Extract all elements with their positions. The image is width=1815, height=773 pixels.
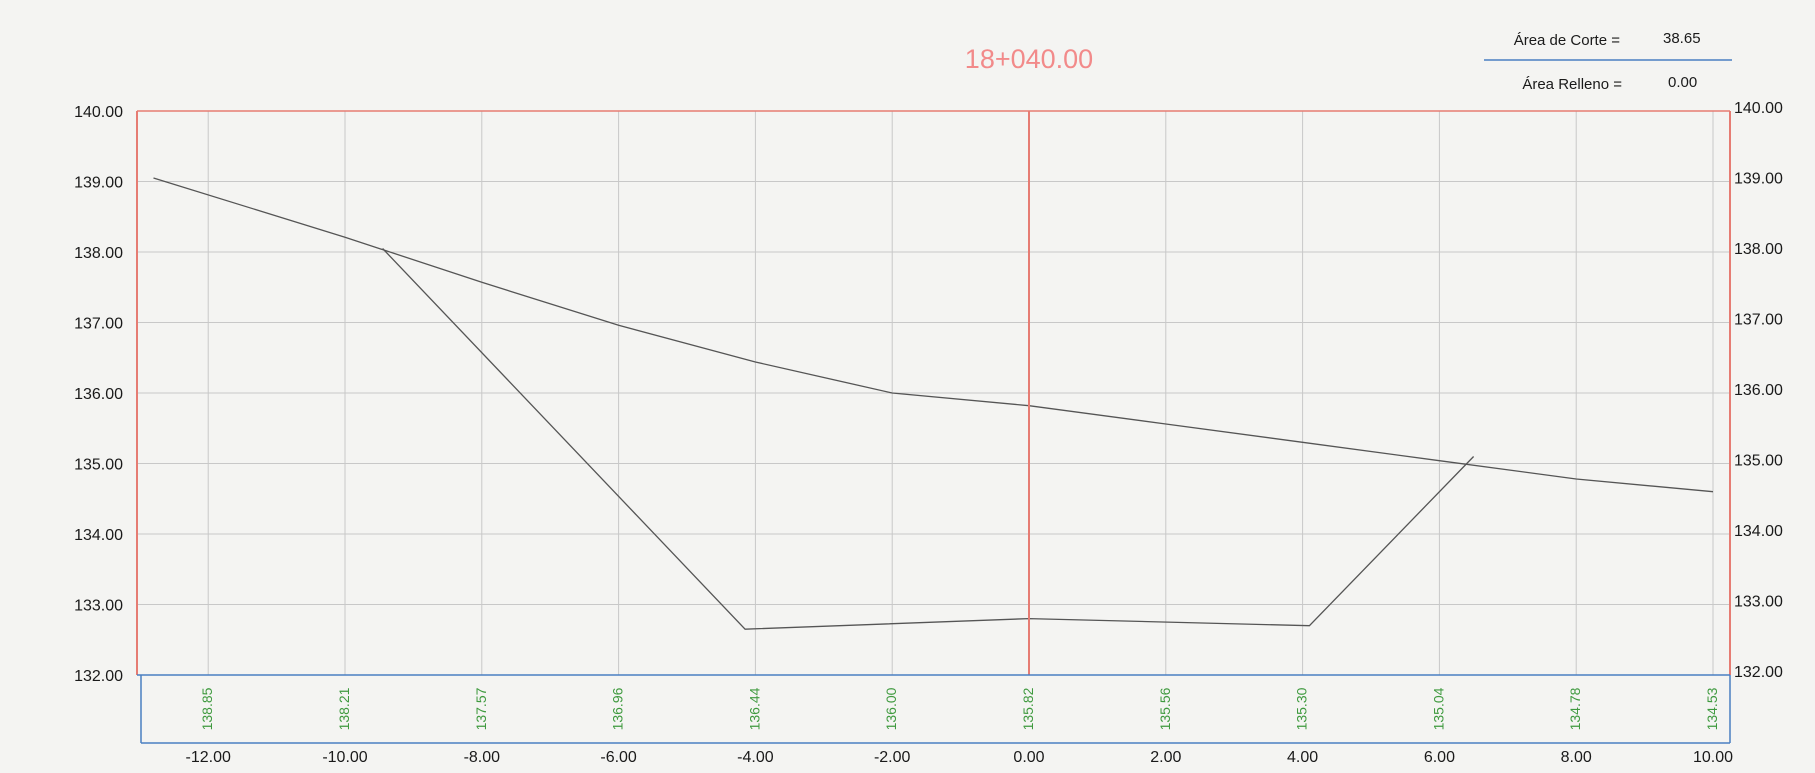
x-tick-label: 0.00	[1013, 749, 1044, 766]
cut-area-value: 38.65	[1663, 30, 1701, 47]
y-tick-label-left: 139.00	[74, 175, 123, 192]
x-tick-label: -4.00	[737, 749, 774, 766]
cut-area-label: Área de Corte =	[1514, 32, 1621, 49]
y-tick-label-left: 138.00	[74, 245, 123, 262]
y-tick-label-right: 135.00	[1734, 453, 1783, 470]
elevation-label: 136.44	[746, 687, 762, 730]
x-tick-label: 8.00	[1561, 749, 1592, 766]
elevation-label: 135.30	[1294, 687, 1310, 730]
elevation-label: 134.53	[1704, 687, 1720, 730]
elevation-label: 137.57	[473, 687, 489, 730]
x-axis: -12.00 -10.00 -8.00 -6.00 -4.00 -2.00 0.00 2.00…	[186, 749, 1734, 766]
area-info: Área de Corte = 38.65 Área Relleno = 0.0…	[1484, 30, 1732, 93]
y-tick-label-right: 133.00	[1734, 594, 1783, 611]
x-tick-label: -10.00	[322, 749, 367, 766]
y-axis-right: 132.00 133.00 134.00 135.00 136.00 137.00 138.…	[1734, 100, 1783, 681]
series-layer	[153, 177, 1714, 630]
y-tick-label-left: 133.00	[74, 598, 123, 615]
elevation-label: 138.21	[336, 687, 352, 730]
x-tick-label: 4.00	[1287, 749, 1318, 766]
y-tick-label-right: 134.00	[1734, 523, 1783, 540]
elevation-label: 135.56	[1157, 687, 1173, 730]
elevation-label: 138.85	[199, 687, 215, 730]
x-tick-label: -6.00	[600, 749, 637, 766]
x-tick-label: -2.00	[874, 749, 911, 766]
x-tick-label: 2.00	[1150, 749, 1181, 766]
elevation-label: 136.00	[883, 687, 899, 730]
chart-title: 18+040.00	[965, 44, 1093, 74]
grid	[137, 110, 1730, 676]
y-tick-label-left: 134.00	[74, 527, 123, 544]
x-tick-label: 6.00	[1424, 749, 1455, 766]
x-tick-label: -8.00	[464, 749, 501, 766]
x-tick-label: 10.00	[1693, 749, 1733, 766]
section-line	[382, 248, 1475, 630]
y-tick-label-right: 137.00	[1734, 312, 1783, 329]
y-tick-label-right: 139.00	[1734, 171, 1783, 188]
elevation-labels: 138.85 138.21 137.57 136.96 136.44 136.00 135.…	[199, 687, 1720, 730]
y-tick-label-right: 132.00	[1734, 664, 1783, 681]
y-tick-label-left: 136.00	[74, 386, 123, 403]
terrain-line	[153, 177, 1714, 493]
elevation-label: 135.04	[1430, 687, 1446, 730]
y-tick-label-left: 132.00	[74, 668, 123, 685]
elevation-label: 136.96	[610, 687, 626, 730]
y-tick-label-right: 136.00	[1734, 382, 1783, 399]
y-tick-label-right: 140.00	[1734, 100, 1783, 117]
y-tick-label-left: 140.00	[74, 104, 123, 121]
y-tick-label-right: 138.00	[1734, 241, 1783, 258]
fill-area-value: 0.00	[1668, 74, 1697, 91]
y-tick-label-left: 135.00	[74, 457, 123, 474]
elevation-label: 134.78	[1567, 687, 1583, 730]
y-tick-label-left: 137.00	[74, 316, 123, 333]
fill-area-label: Área Relleno =	[1522, 76, 1622, 93]
frame	[136, 110, 1731, 744]
y-axis-left: 132.00 133.00 134.00 135.00 136.00 137.00 138.…	[74, 104, 123, 685]
elevation-label: 135.82	[1020, 687, 1036, 730]
x-tick-label: -12.00	[186, 749, 231, 766]
